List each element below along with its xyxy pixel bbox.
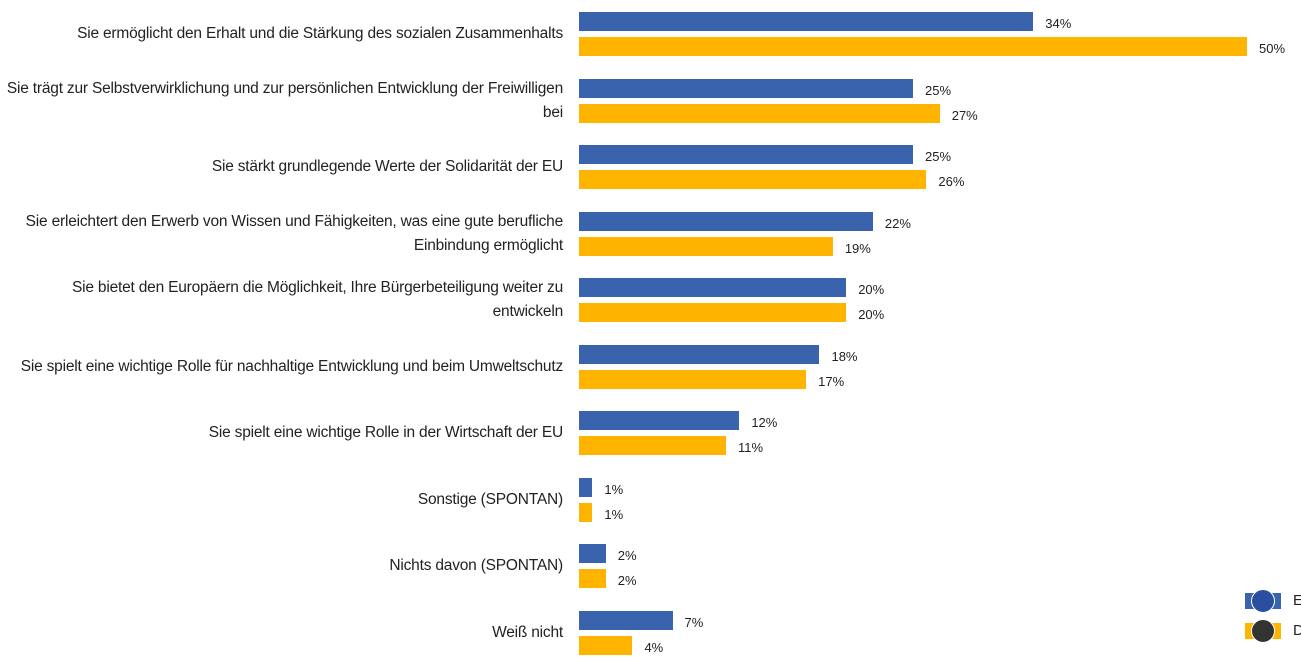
bar — [579, 635, 633, 655]
value-label: 7% — [684, 614, 704, 630]
legend-icon — [1251, 619, 1275, 643]
bar — [579, 569, 606, 588]
bar — [579, 278, 847, 297]
category-label: Sie stärkt grundlegende Werte der Solida… — [211, 158, 563, 175]
value-label: 20% — [858, 307, 885, 322]
value-label: 4% — [644, 639, 664, 655]
value-label: 25% — [925, 149, 952, 164]
bar — [579, 37, 1247, 56]
bar — [579, 145, 913, 164]
value-label: 20% — [858, 282, 885, 297]
bar — [579, 369, 807, 389]
category-label: Sie trägt zur Selbstverwirklichung und z… — [6, 79, 563, 121]
category-label: Sie erleichtert den Erwerb von Wissen un… — [25, 212, 564, 254]
category-label: Nichts davon (SPONTAN) — [389, 557, 563, 574]
bar — [579, 303, 847, 322]
category-label: Sie spielt eine wichtige Rolle in der Wi… — [208, 424, 563, 441]
value-label: 1% — [604, 506, 624, 522]
value-label: 1% — [604, 481, 624, 497]
value-label: 50% — [1259, 41, 1286, 56]
category-label: Sie spielt eine wichtige Rolle für nachh… — [20, 357, 563, 375]
bar — [579, 477, 593, 497]
bar — [579, 544, 606, 563]
bar — [579, 211, 873, 231]
category-label: Sie ermöglicht den Erhalt und die Stärku… — [77, 25, 563, 42]
value-label: 34% — [1045, 16, 1072, 31]
bar — [579, 12, 1034, 31]
value-label: 27% — [951, 107, 978, 123]
value-label: 18% — [831, 348, 858, 364]
value-label: 19% — [844, 240, 871, 256]
category-label: Weiß nicht — [492, 623, 563, 641]
category-label: Sie bietet den Europäern die Möglichkeit… — [72, 279, 563, 320]
bar — [579, 170, 927, 189]
bar — [579, 411, 740, 430]
value-label: 12% — [751, 415, 778, 430]
value-label: 26% — [938, 174, 965, 189]
bar — [579, 436, 726, 455]
value-label: 25% — [925, 82, 952, 98]
value-label: 11% — [737, 440, 764, 455]
legend-label: E — [1293, 592, 1301, 609]
bar — [579, 610, 673, 630]
bar — [579, 344, 820, 364]
bar — [579, 103, 940, 123]
bar — [579, 78, 913, 98]
legend-icon — [1251, 589, 1275, 613]
value-label: 2% — [617, 573, 637, 588]
legend-label: D — [1293, 622, 1301, 639]
bar — [579, 502, 593, 522]
category-label: Sonstige (SPONTAN) — [417, 490, 563, 508]
value-label: 2% — [617, 548, 637, 563]
value-label: 22% — [884, 215, 911, 231]
bar — [579, 236, 833, 256]
value-label: 17% — [818, 373, 845, 389]
